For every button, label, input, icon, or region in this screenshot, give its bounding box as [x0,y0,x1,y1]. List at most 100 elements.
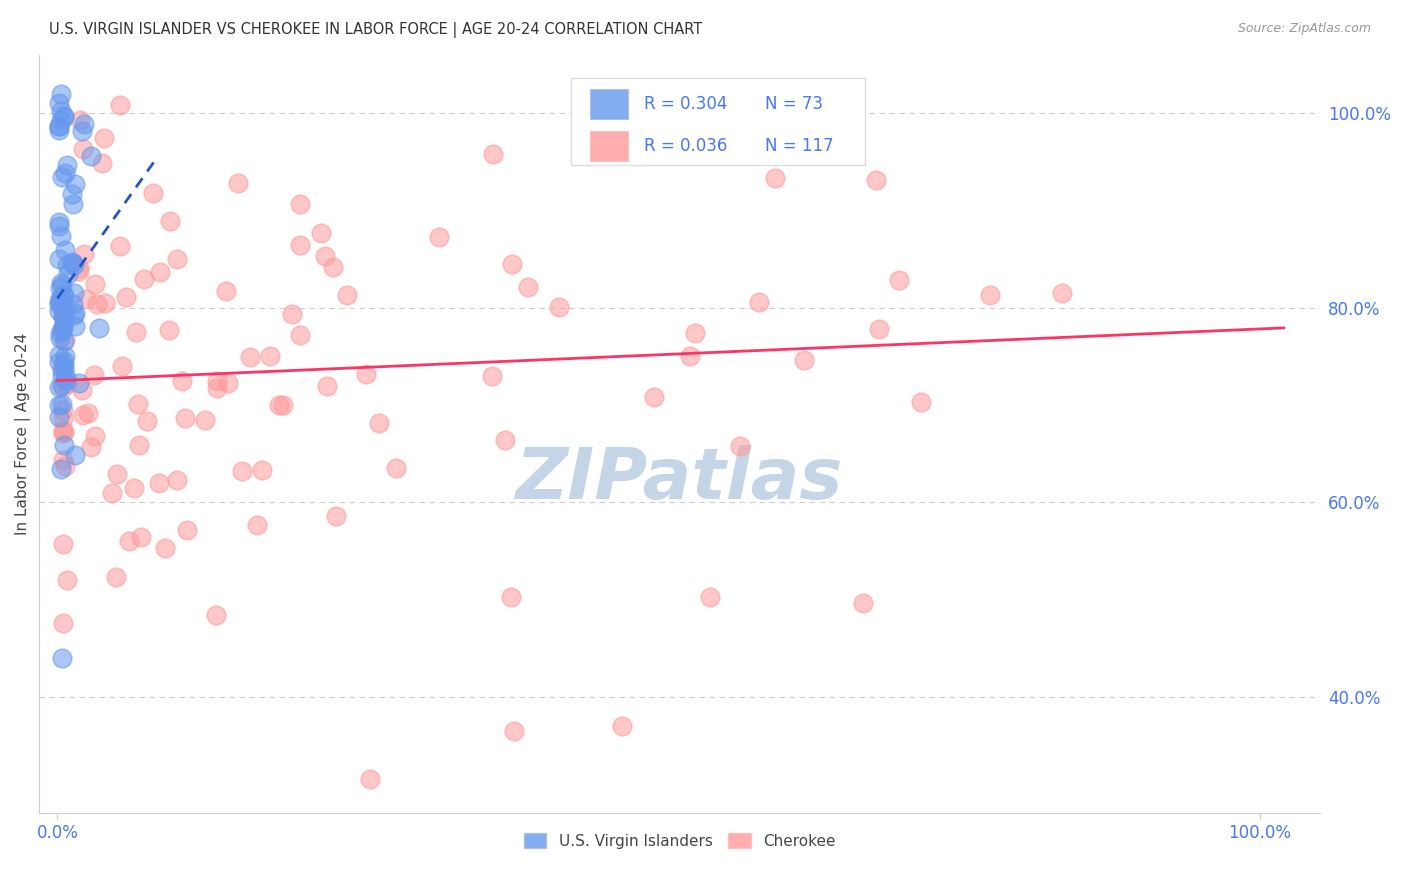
Point [83,277,105,292]
Point [52,410,75,425]
Point [290,328,312,343]
Point [288,238,311,252]
Point [271,399,294,413]
Point [52,357,75,371]
Point [83,368,105,382]
Point [51,321,73,335]
Point [309,226,332,240]
Point [51,324,73,338]
Point [63,259,86,273]
Point [52,309,75,323]
Point [252,463,274,477]
Point [730,439,752,453]
Point [194,413,217,427]
Point [110,359,132,373]
Point [205,374,228,388]
Point [713,117,735,131]
Point [52,452,75,467]
Point [643,390,665,404]
Point [51,462,73,476]
FancyBboxPatch shape [571,78,865,165]
Point [53,349,76,363]
Point [48,296,70,310]
Point [336,287,359,301]
Point [231,464,253,478]
Point [851,596,873,610]
Point [52,301,75,316]
Point [215,285,238,299]
Point [53,166,76,180]
Point [115,289,138,303]
Point [226,177,249,191]
Point [52,334,75,349]
Point [84,428,107,442]
Legend: U.S. Virgin Islanders, Cherokee: U.S. Virgin Islanders, Cherokee [517,827,842,855]
Point [63,448,86,462]
Point [166,473,188,487]
Point [52,288,75,302]
Point [321,260,343,275]
Point [93,295,115,310]
Point [52,423,75,437]
Point [142,186,165,201]
Point [267,398,290,412]
Point [176,523,198,537]
Point [979,287,1001,301]
Point [48,219,70,233]
Point [48,326,70,341]
Point [62,256,84,270]
Point [67,264,90,278]
Point [149,265,172,279]
Point [730,138,752,153]
Point [52,615,75,630]
Point [314,249,336,263]
Point [55,258,77,272]
Point [52,359,75,373]
Point [52,319,75,334]
Point [153,541,176,556]
Point [60,187,83,202]
Point [793,353,815,368]
Point [55,301,77,316]
Point [105,467,128,482]
Point [356,367,378,381]
Point [100,485,122,500]
Point [87,320,110,334]
Point [56,158,79,172]
Point [52,110,75,124]
Point [49,331,72,345]
Point [48,304,70,318]
Point [217,376,239,390]
Point [52,287,75,301]
Point [63,285,86,300]
FancyBboxPatch shape [591,89,628,120]
Point [246,517,269,532]
Point [48,380,70,394]
Point [868,322,890,336]
Point [166,252,188,267]
Point [51,362,73,376]
Point [49,103,72,118]
Point [52,425,75,439]
Point [70,383,93,397]
Point [73,247,96,261]
Point [157,323,180,337]
Point [49,228,72,243]
Point [259,349,281,363]
Point [316,378,339,392]
Point [173,410,195,425]
Point [48,295,70,310]
Point [48,120,70,134]
Point [51,170,73,185]
Point [49,87,72,101]
Point [122,481,145,495]
Point [748,295,770,310]
Point [49,112,72,127]
Point [52,537,75,551]
Text: ZIPatlas: ZIPatlas [516,445,844,514]
Point [63,306,86,320]
Point [48,252,70,267]
Text: N = 73: N = 73 [765,95,824,113]
Point [53,244,76,258]
Point [48,215,70,229]
